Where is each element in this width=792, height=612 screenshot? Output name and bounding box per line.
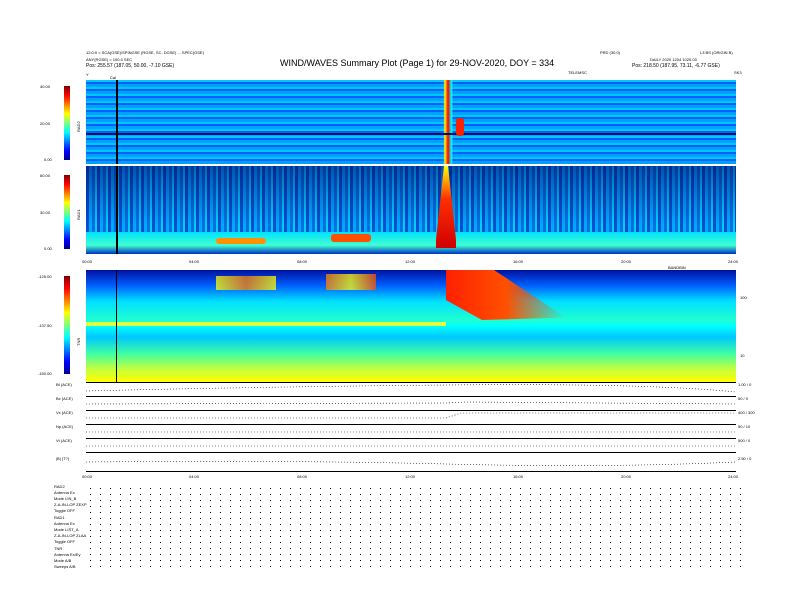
rad-time-tick: 12:00 <box>405 259 416 264</box>
plot-title: WIND/WAVES Summary Plot (Page 1) for 29-… <box>280 58 555 68</box>
rad-time-tick: 08:00 <box>297 259 308 264</box>
rad1-axis-label: RAD1 <box>76 209 81 220</box>
tnr-band <box>86 322 446 326</box>
rad-time-tick: 00:00 <box>82 259 93 264</box>
rad2-tick-bottom: 0.00 <box>44 157 52 162</box>
rad2-burst <box>456 118 464 136</box>
status-row: Mode LIN_B <box>54 496 77 501</box>
line-label-b: |B| (T?) <box>56 456 70 461</box>
tnr-tick-top: -125.00 <box>38 274 52 279</box>
status-row: Z-A-IN-LOP ZEXP <box>54 502 87 507</box>
rad-time-tick: 24:00 <box>728 259 739 264</box>
status-table: RAD2 Antenna Ex Mode LIN_B Z-A-IN-LOP ZE… <box>54 484 744 594</box>
cal-label: Cal <box>110 75 117 80</box>
telemetry-label: TELEMSC <box>568 70 587 75</box>
tnr-right-tick: 100 <box>740 295 747 300</box>
header-info-line2: ANY(RGSE) = 100.0 SEC <box>86 57 133 62</box>
tnr-spectrogram <box>86 270 736 382</box>
header-right-a: PRD (30.0) <box>600 50 621 55</box>
line-right-vx: 400 / 300 <box>738 410 755 415</box>
line-label-bt: Bt (ACE) <box>56 382 72 387</box>
header-right-b: L3 BS (ORIGIN B) <box>700 50 733 55</box>
status-row: Toggle OFF <box>54 539 75 544</box>
status-dot-grid <box>86 486 741 568</box>
tnr-axis-label: TNR <box>76 337 81 346</box>
line-right-bx: 50 / 0 <box>738 396 749 401</box>
bottom-time-tick: 04:00 <box>189 474 200 479</box>
status-row: Sweeps A/B <box>54 564 76 569</box>
rad1-spectrogram <box>86 166 736 254</box>
rad1-patch-2 <box>331 234 371 242</box>
line-right-np: 50 / 10 <box>738 424 751 429</box>
status-row: RAD2 <box>54 484 65 489</box>
line-right-bt: 1.00 / 0 <box>738 382 752 387</box>
line-traces <box>86 384 736 466</box>
tnr-right-axis-label: BANDBIN <box>668 265 686 270</box>
rad1-tick-mid: 30.00 <box>40 210 51 215</box>
line-label-np: Np (ACE) <box>56 424 74 429</box>
line-right-b: 2.50 / 0 <box>738 456 752 461</box>
line-label-bx: Bx (ACE) <box>56 396 73 401</box>
rad2-spectrogram <box>86 80 736 164</box>
bottom-time-tick: 12:00 <box>405 474 416 479</box>
rad2-axis-label: RAD2 <box>76 121 81 132</box>
bottom-time-axis: 00:00 04:00 08:00 12:00 16:00 20:00 24:0… <box>82 474 739 482</box>
line-label-vx: Vx (ACE) <box>56 410 73 415</box>
bottom-time-tick: 20:00 <box>621 474 632 479</box>
rad2-tick-top: 40.00 <box>40 84 51 89</box>
header-position-right: Pos: 218.50 (187.95, 73.11, -6.77 GSE) <box>632 63 720 69</box>
header-position-left: Pos: 255.57 (187.05, 50.00, -7.10 GSE) <box>86 63 175 69</box>
status-row: Mode A/B <box>54 558 72 563</box>
rad-time-axis: 00:00 04:00 08:00 12:00 16:00 20:00 24:0… <box>82 258 739 267</box>
corner-left-label: Y <box>86 72 89 77</box>
tnr-right-tick: 10 <box>740 353 745 358</box>
rad1-colorbar <box>64 175 70 249</box>
tnr-tick-mid: -137.50 <box>38 323 52 328</box>
rad2-tick-mid: 20.00 <box>40 121 51 126</box>
status-row: Toggle OFF <box>54 508 75 513</box>
header-right-line2: DAILY 2020 1204 1020.03 <box>650 57 697 62</box>
corner-right-label: SK3 <box>734 70 742 75</box>
status-row: Antenna Ex/Ey <box>54 552 81 557</box>
header-info-line1: 12:0:0 = SCA(GSE)/SPINGSE (RGSE, SC, DGS… <box>86 50 204 55</box>
tnr-burst <box>446 270 566 320</box>
line-right-vt: 500 / 0 <box>738 438 751 443</box>
rad1-patch-1 <box>216 238 266 244</box>
status-row: Z-A-IN-LOP ZLAA <box>54 533 87 538</box>
line-label-vt: Vt (ACE) <box>56 438 72 443</box>
rad2-colorbar <box>64 86 70 160</box>
rad1-tick-top: 60.00 <box>40 173 51 178</box>
status-row: Mode LIST_A <box>54 527 79 532</box>
tnr-colorbar <box>64 276 70 374</box>
tnr-tick-bottom: -150.00 <box>38 371 52 376</box>
status-row: RAD1 <box>54 515 65 520</box>
rad-time-tick: 20:00 <box>621 259 632 264</box>
rad1-tick-bottom: 0.00 <box>44 246 52 251</box>
bottom-time-tick: 16:00 <box>513 474 524 479</box>
status-row: TNR <box>54 546 63 551</box>
rad-time-tick: 04:00 <box>189 259 200 264</box>
rad-time-tick: 16:00 <box>513 259 524 264</box>
bottom-time-tick: 24:00 <box>728 474 739 479</box>
status-row: Antenna Ex <box>54 490 75 495</box>
bottom-time-tick: 00:00 <box>82 474 93 479</box>
status-row: Antenna Ex <box>54 521 75 526</box>
rad2-dark-band <box>86 133 736 135</box>
cal-marker-line <box>116 80 118 164</box>
bottom-time-tick: 08:00 <box>297 474 308 479</box>
line-plots <box>86 382 736 472</box>
